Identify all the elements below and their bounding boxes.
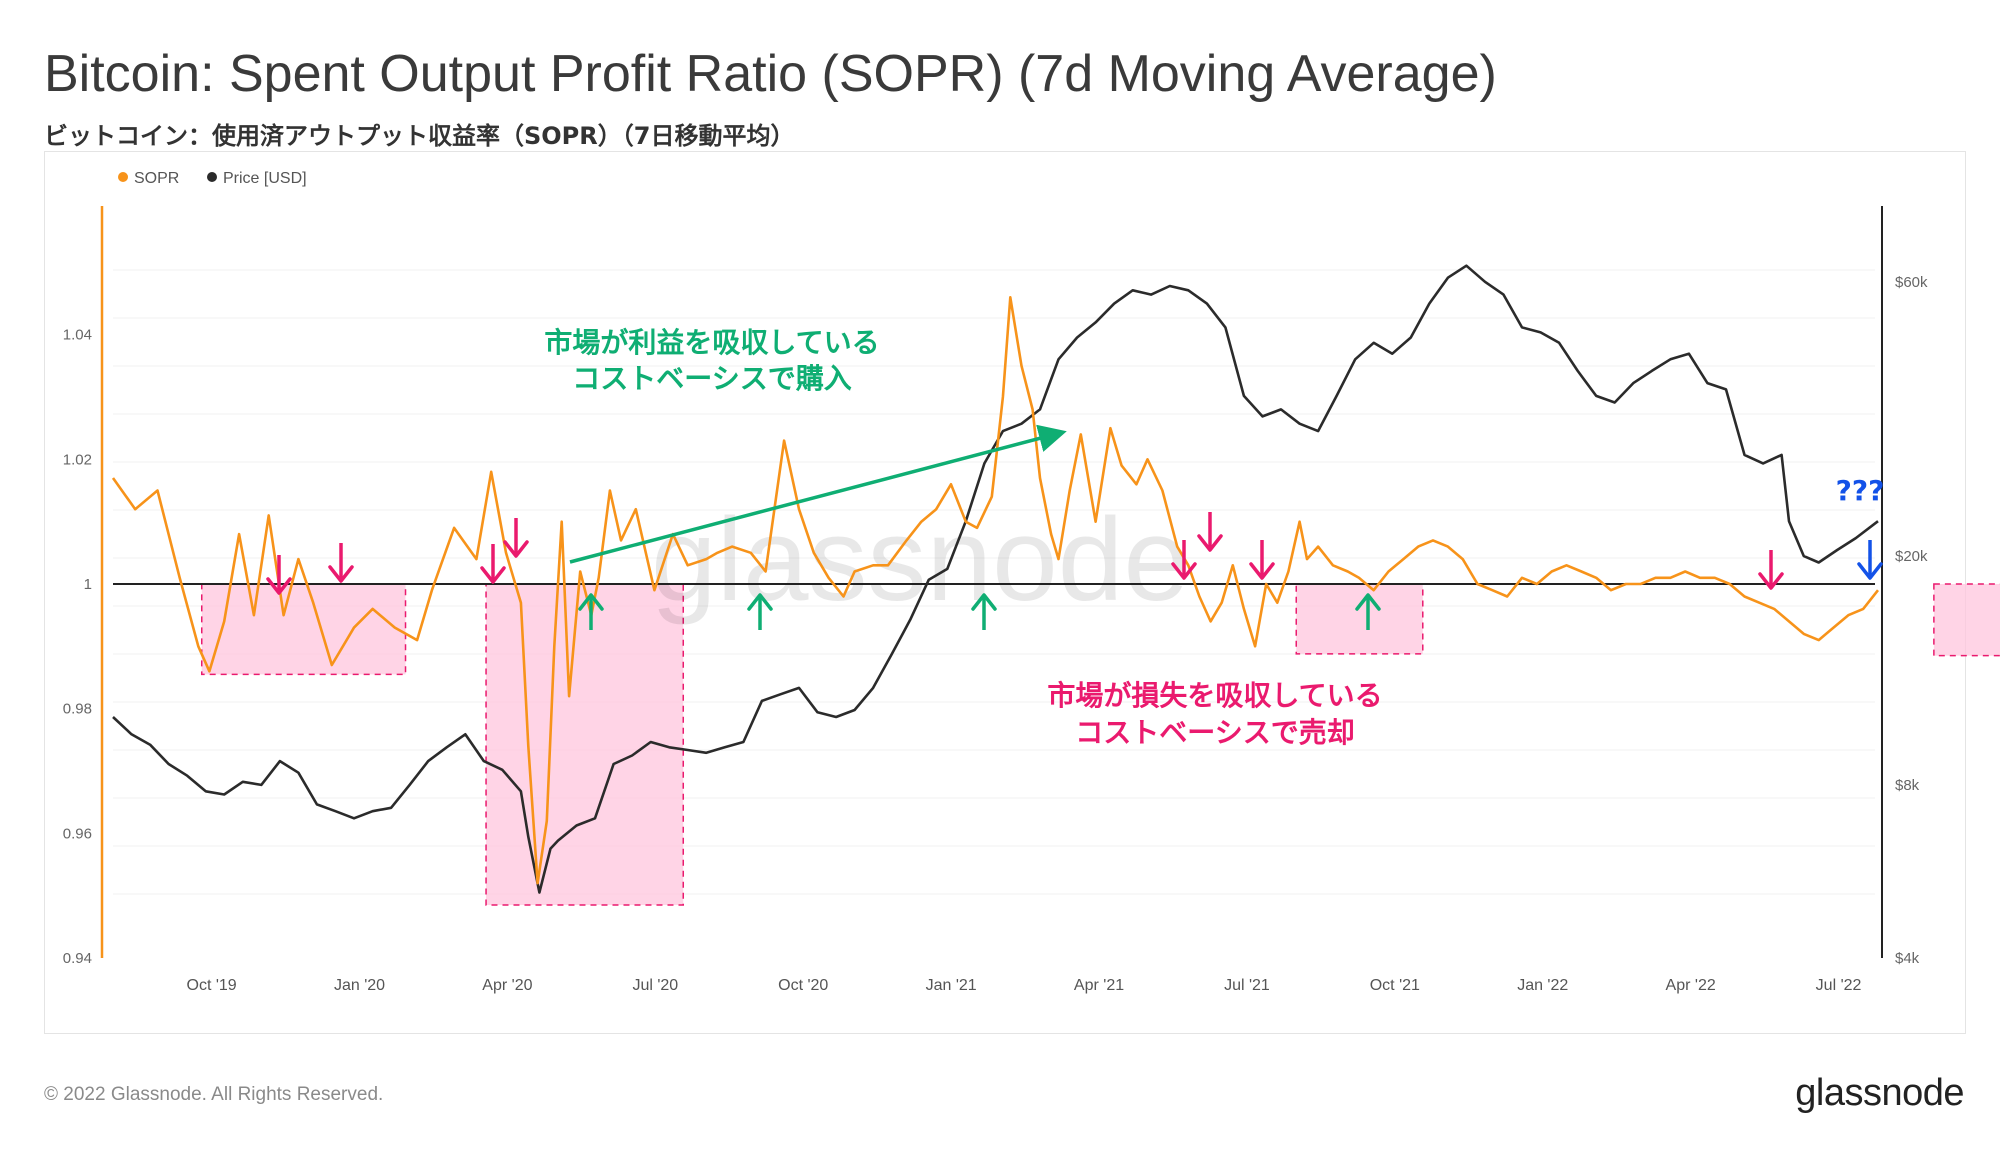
right-axis-ticks: $60k $20k $8k $4k xyxy=(1895,274,1928,967)
left-tick-label: 0.96 xyxy=(63,825,92,842)
question-annotation: ??? xyxy=(1836,474,1885,507)
x-tick-label: Jan '20 xyxy=(334,977,385,994)
grid xyxy=(113,269,1875,895)
right-tick-label: $60k xyxy=(1895,274,1928,291)
left-tick-label: 1.04 xyxy=(63,327,92,344)
loss-region xyxy=(1933,583,2000,657)
loss-region xyxy=(485,583,685,906)
watermark: glassnode xyxy=(651,494,1189,626)
x-tick-label: Jul '20 xyxy=(632,977,678,994)
legend-price-label: Price [USD] xyxy=(223,170,307,187)
x-tick-label: Oct '20 xyxy=(778,977,828,994)
x-axis-ticks: Oct '19 Jan '20 Apr '20 Jul '20 Oct '20 Jan '… xyxy=(187,977,1862,994)
left-tick-label: 0.98 xyxy=(63,701,92,718)
price-series-line xyxy=(112,264,1879,894)
down-arrow xyxy=(480,544,506,584)
legend-sopr-label: SOPR xyxy=(134,170,179,187)
up-arrow xyxy=(747,593,773,630)
down-arrow xyxy=(1249,540,1275,580)
up-arrow xyxy=(578,593,604,630)
right-tick-label: $20k xyxy=(1895,548,1928,565)
x-tick-label: Apr '21 xyxy=(1074,977,1124,994)
copyright: © 2022 Glassnode. All Rights Reserved. xyxy=(44,1084,384,1105)
brand-logo: glassnode xyxy=(1795,1072,1964,1114)
right-tick-label: $4k xyxy=(1895,950,1920,967)
trend-arrow xyxy=(569,424,1067,564)
down-arrow xyxy=(328,543,354,583)
x-tick-label: Jul '21 xyxy=(1224,977,1270,994)
x-tick-label: Oct '19 xyxy=(187,977,237,994)
annotation-arrows xyxy=(266,512,1883,630)
left-tick-label: 0.94 xyxy=(63,950,92,967)
loss-region xyxy=(1295,583,1424,655)
down-arrow xyxy=(1758,550,1784,590)
down-arrow xyxy=(503,518,529,558)
down-arrow xyxy=(1857,540,1883,580)
x-tick-label: Jul '22 xyxy=(1816,977,1862,994)
legend-price-swatch xyxy=(207,172,217,182)
up-arrow xyxy=(971,593,997,630)
down-arrow xyxy=(1197,512,1223,552)
left-axis-ticks: 1.04 1.02 1 0.98 0.96 0.94 xyxy=(63,327,92,967)
right-tick-label: $8k xyxy=(1895,777,1920,794)
loss-annotation-line-2: コストベーシスで売却 xyxy=(1075,716,1354,749)
legend: SOPR Price [USD] xyxy=(118,170,307,187)
x-tick-label: Apr '20 xyxy=(482,977,532,994)
chart-subtitle: ビットコイン：使用済アウトプット収益率（SOPR）（7日移動平均） xyxy=(44,122,795,150)
x-tick-label: Jan '22 xyxy=(1517,977,1568,994)
down-arrow xyxy=(266,555,292,595)
up-arrow xyxy=(1355,593,1381,630)
left-tick-label: 1.02 xyxy=(63,451,92,468)
left-tick-label: 1 xyxy=(84,576,92,593)
profit-annotation-line-2: コストベーシスで購入 xyxy=(572,362,851,395)
x-tick-label: Oct '21 xyxy=(1370,977,1420,994)
profit-annotation-line-1: 市場が利益を吸収している xyxy=(544,326,879,359)
legend-sopr-swatch xyxy=(118,172,128,182)
loss-annotation-line-1: 市場が損失を吸収している xyxy=(1047,679,1382,712)
chart-title: Bitcoin: Spent Output Profit Ratio (SOPR… xyxy=(44,45,1497,103)
loss-region xyxy=(200,583,407,676)
x-tick-label: Jan '21 xyxy=(926,977,977,994)
loss-shaded-regions xyxy=(200,583,2000,906)
x-tick-label: Apr '22 xyxy=(1666,977,1716,994)
down-arrow xyxy=(1171,540,1197,580)
